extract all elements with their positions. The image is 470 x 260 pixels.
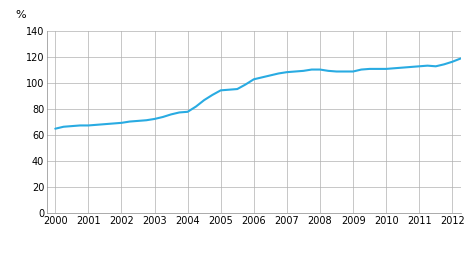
- Text: %: %: [16, 10, 26, 20]
